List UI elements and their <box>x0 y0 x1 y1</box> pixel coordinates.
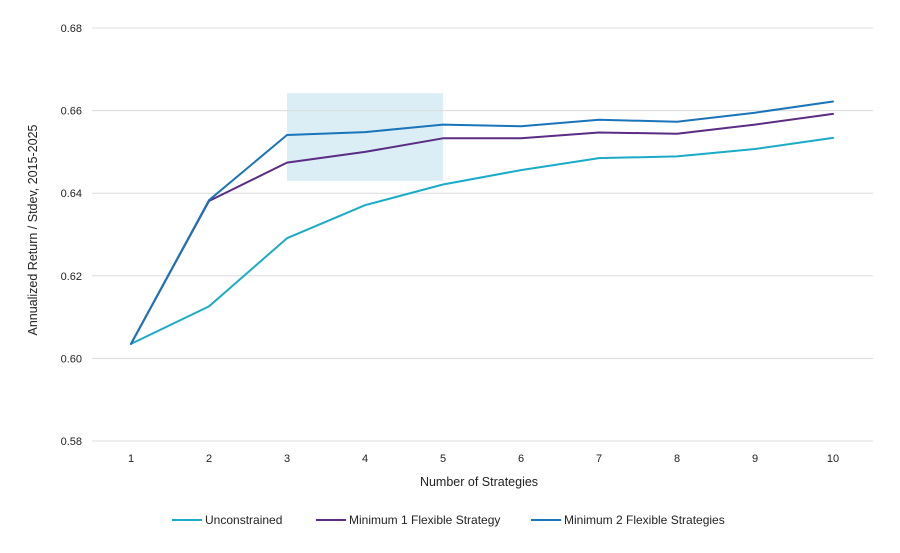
x-tick-label: 9 <box>752 453 758 465</box>
x-tick-label: 10 <box>827 453 839 465</box>
x-tick-label: 7 <box>596 453 602 465</box>
x-tick-label: 3 <box>284 453 290 465</box>
legend-label-3: Minimum 2 Flexible Strategies <box>564 513 725 527</box>
x-tick-label: 2 <box>206 453 212 465</box>
legend-label-1: Unconstrained <box>205 513 282 527</box>
x-axis-title: Number of Strategies <box>420 475 538 489</box>
y-tick-label: 0.62 <box>61 271 82 283</box>
y-axis-title: Annualized Return / Stdev, 2015-2025 <box>26 124 40 335</box>
x-tick-label: 1 <box>128 453 134 465</box>
highlight-rect <box>287 93 443 181</box>
x-tick-label: 6 <box>518 453 524 465</box>
y-axis-ticks: 0.58 0.60 0.62 0.64 0.66 0.68 <box>61 23 82 448</box>
x-tick-label: 8 <box>674 453 680 465</box>
x-tick-label: 4 <box>362 453 368 465</box>
series-line-3 <box>130 100 834 345</box>
y-tick-label: 0.60 <box>61 353 82 365</box>
y-tick-label: 0.58 <box>61 436 82 448</box>
series-line-2 <box>130 112 834 345</box>
legend-label-2: Minimum 1 Flexible Strategy <box>349 513 500 527</box>
gridlines <box>92 27 873 442</box>
y-tick-label: 0.66 <box>61 106 82 118</box>
series-line-1 <box>130 136 834 345</box>
y-tick-label: 0.64 <box>61 188 82 200</box>
highlight-region <box>287 93 443 181</box>
x-tick-label: 5 <box>440 453 446 465</box>
legend: Unconstrained Minimum 1 Flexible Strategy… <box>172 513 725 527</box>
y-tick-label: 0.68 <box>61 23 82 35</box>
x-axis-ticks: 1 2 3 4 5 6 7 8 9 10 <box>128 453 839 465</box>
series-lines <box>130 100 834 345</box>
